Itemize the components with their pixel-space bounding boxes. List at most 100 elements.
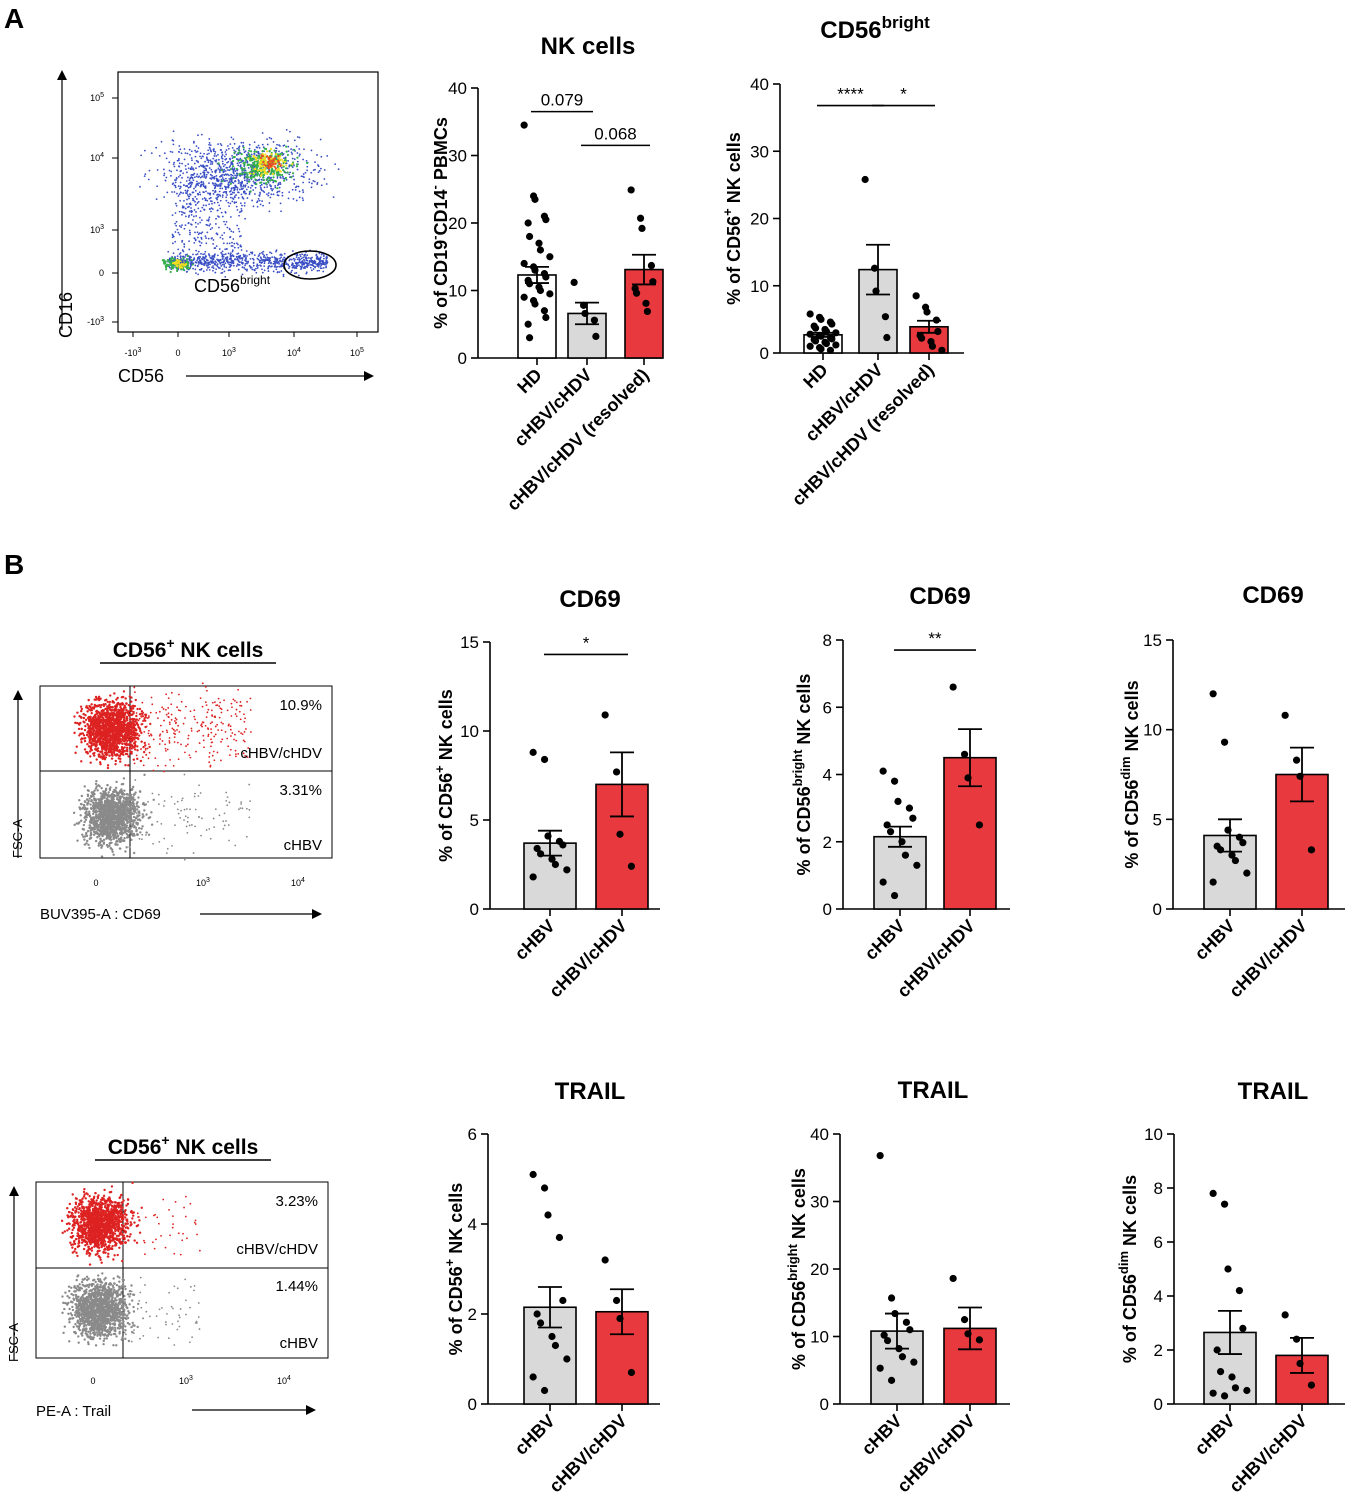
flow-event: [265, 178, 269, 181]
flow-event: [249, 159, 252, 162]
flow-event: [310, 186, 313, 189]
flow-event: [247, 180, 251, 183]
flow-event: [256, 179, 259, 182]
flow-event: [276, 156, 279, 159]
flow-event: [189, 153, 191, 156]
flow-event: [240, 732, 242, 735]
flow-event: [143, 149, 146, 152]
flow-event: [125, 748, 129, 751]
flow-event: [185, 168, 187, 171]
flow-event: [278, 155, 282, 158]
flow-event: [187, 222, 190, 225]
flow-event: [290, 271, 293, 274]
flow-event: [224, 253, 227, 256]
flow-event: [271, 265, 273, 268]
flow-event: [141, 825, 144, 828]
flow-event: [171, 265, 174, 268]
flow-event: [135, 754, 138, 757]
flow-event: [183, 245, 186, 248]
flow-event: [205, 190, 207, 193]
flow-event: [138, 818, 141, 821]
flow-event: [297, 185, 300, 188]
flow-event: [80, 737, 84, 740]
flow-event: [172, 764, 175, 767]
flow-event: [216, 209, 219, 212]
flow-event: [174, 212, 177, 214]
flow-event: [181, 162, 183, 165]
flow-event: [97, 753, 100, 756]
flow-event: [222, 242, 225, 245]
flow-event: [293, 139, 296, 142]
flow-event: [318, 252, 321, 255]
flow-event: [212, 750, 215, 753]
flow-event: [126, 752, 129, 756]
flow-event: [291, 188, 294, 191]
flow-event: [209, 159, 212, 162]
flow-event: [165, 266, 168, 269]
flow-event: [202, 155, 204, 158]
flow-event: [89, 745, 93, 748]
flow-event: [77, 722, 80, 725]
flow-event: [205, 175, 208, 178]
flow-event: [174, 730, 176, 732]
flow-event: [186, 171, 188, 174]
flow-event: [236, 188, 239, 191]
flow-event: [194, 221, 197, 224]
flow-event: [298, 190, 301, 193]
flow-event: [103, 757, 107, 761]
flow-event: [322, 255, 325, 258]
flow-event: [219, 236, 222, 239]
flow-event: [249, 697, 252, 700]
flow-event: [239, 157, 242, 160]
flow-event: [99, 697, 102, 700]
flow-event: [288, 130, 291, 133]
flow-event: [185, 262, 188, 266]
flow-event: [174, 733, 177, 736]
flow-event: [148, 169, 151, 172]
flow-event: [121, 695, 125, 699]
flow-event: [95, 729, 98, 732]
flow-event: [139, 185, 141, 188]
flow-event: [246, 173, 249, 176]
flow-event: [208, 255, 211, 257]
flow-event: [306, 169, 309, 172]
flow-event: [221, 253, 224, 256]
flow-event: [302, 173, 305, 175]
flow-event: [231, 241, 233, 244]
flow-event: [235, 153, 238, 156]
flow-event: [117, 715, 121, 718]
flow-event: [174, 186, 177, 189]
flow-event: [175, 269, 179, 273]
flow-event: [206, 199, 209, 202]
flow-event: [282, 144, 285, 147]
flow-event: [216, 196, 219, 199]
flow-event: [171, 191, 173, 193]
flow-event: [307, 257, 310, 259]
flow-event: [214, 253, 216, 256]
flow-event: [229, 193, 232, 196]
flow-event: [80, 716, 83, 719]
flow-event: [266, 259, 269, 262]
flow-event: [98, 716, 102, 719]
flow-event: [323, 178, 326, 180]
flow-event: [137, 726, 140, 728]
flow-event: [210, 160, 212, 163]
flow-event: [270, 171, 273, 174]
flow-event: [244, 255, 246, 258]
flow-event: [218, 705, 221, 708]
flow-event: [240, 261, 243, 263]
flow-event: [320, 263, 323, 266]
flow-event: [279, 183, 282, 185]
flow-event: [136, 757, 139, 761]
flow-event: [208, 268, 211, 271]
flow-event: [137, 734, 141, 737]
flow-event: [215, 232, 218, 235]
flow-event: [188, 229, 191, 232]
flow-event: [300, 257, 303, 260]
flow-event: [206, 231, 209, 234]
flow-event: [83, 728, 87, 732]
flow-x-tick: -103: [125, 347, 142, 358]
flow-event: [240, 249, 243, 251]
flow-event: [238, 710, 241, 713]
flow-event: [149, 733, 152, 736]
